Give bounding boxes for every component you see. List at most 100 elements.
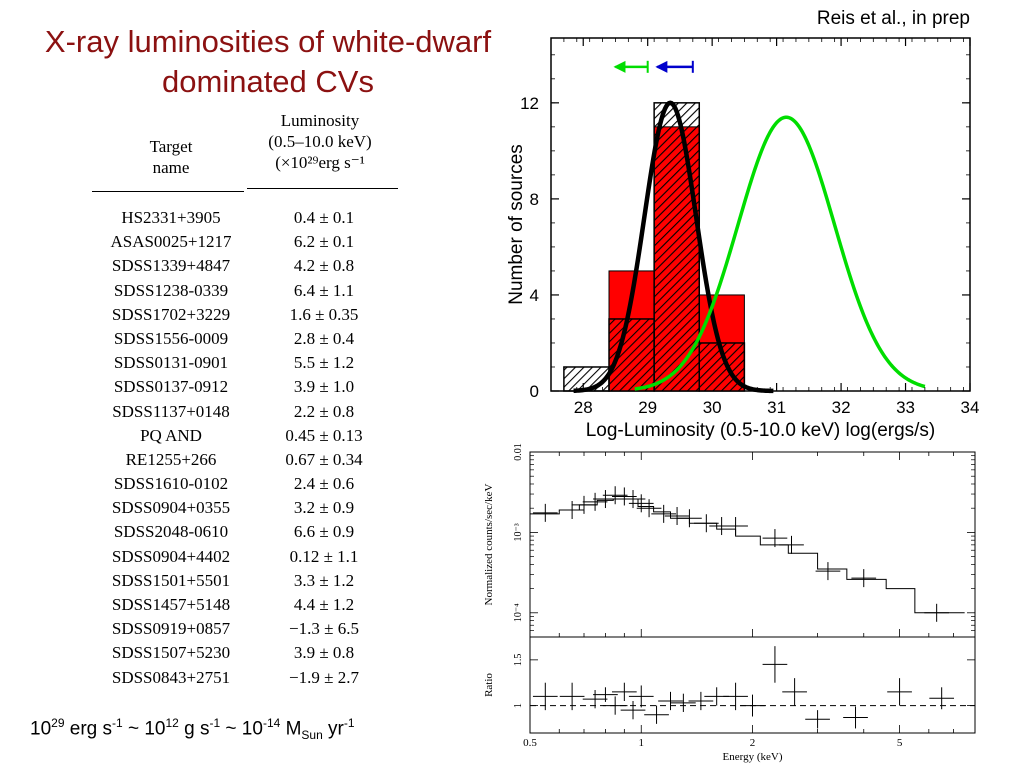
unit-conversion-note: 1029 erg s-1 ~ 1012 g s-1 ~ 10-14 MSun y… [30, 716, 355, 742]
spectrum-x-tick-label: 1 [639, 737, 645, 749]
histogram-bar-hatched [563, 366, 610, 392]
table-row: SDSS1137+0148 2.2 ± 0.8 [92, 400, 398, 424]
target-name-cell: SDSS1457+5148 [111, 595, 231, 614]
table-row: PQ AND 0.45 ± 0.13 [92, 424, 398, 448]
luminosity-value-cell: 1.6 ± 0.35 [289, 304, 359, 324]
spectrum-x-tick-label: 0.5 [523, 737, 537, 749]
note-sup: -1 [112, 716, 123, 730]
target-name-cell: SDSS1339+4847 [111, 256, 231, 276]
y-tick-label: 12 [520, 94, 539, 113]
spectrum-y-axis-label: Normalized counts/sec/keV [483, 484, 495, 606]
header-luminosity: Luminosity (0.5–10.0 keV) (×10²⁹erg s⁻¹ [242, 110, 398, 173]
table-row: SDSS1610-0102 2.4 ± 0.6 [92, 472, 398, 496]
luminosity-value-cell: 4.4 ± 1.2 [293, 595, 355, 614]
x-tick-label: 32 [832, 398, 851, 417]
spectrum-layer: 0.5 1 2 5 10⁻⁴ 10⁻³ 0.01 1 1.5 [513, 443, 976, 749]
x-tick-label: 29 [638, 398, 657, 417]
note-sup: 29 [51, 716, 65, 730]
target-name-cell: SDSS1137+0148 [112, 401, 230, 421]
spectrum-y-tick-label: 10⁻⁴ [513, 603, 524, 622]
table-row: SDSS0904+4402 0.12 ± 1.1 [92, 545, 398, 569]
luminosity-value-cell: 3.9 ± 0.8 [293, 643, 355, 663]
x-tick-label: 28 [574, 398, 593, 417]
spectrum-frame [529, 451, 976, 638]
table-row: SDSS1457+5148 4.4 ± 1.2 [92, 593, 398, 617]
table-row: SDSS1238-0339 6.4 ± 1.1 [92, 279, 398, 303]
target-name-cell: SDSS0919+0857 [111, 619, 231, 639]
table-row: ASAS0025+1217 6.2 ± 0.1 [92, 230, 398, 254]
luminosity-table: Target name Luminosity (0.5–10.0 keV) (×… [92, 108, 398, 690]
x-tick-label: 31 [767, 398, 786, 417]
target-name-cell: SDSS1507+5230 [111, 643, 231, 663]
header-lum-line: (0.5–10.0 keV) [268, 132, 372, 151]
luminosity-value-cell: 6.2 ± 0.1 [293, 232, 355, 252]
luminosity-value-cell: 3.9 ± 1.0 [293, 377, 355, 397]
target-name-cell: SDSS1238-0339 [113, 280, 229, 300]
target-name-cell: SDSS0904+4402 [111, 546, 231, 566]
note-sup: -1 [343, 716, 355, 730]
limit-arrow-head [613, 60, 626, 73]
luminosity-value-cell: 2.2 ± 0.8 [293, 401, 355, 421]
ratio-y-axis-label: Ratio [483, 673, 495, 697]
ratio-y-tick-label: 1.5 [513, 654, 524, 667]
table-row: SDSS0137-0912 3.9 ± 1.0 [92, 375, 398, 399]
title-line-2: dominated CVs [162, 64, 374, 99]
gaussian-fit-black [573, 100, 774, 394]
target-name-cell: ASAS0025+1217 [110, 232, 232, 252]
header-lum-line: Luminosity [280, 111, 360, 130]
spectrum-x-axis-label: Energy (keV) [723, 751, 783, 763]
note-sup: 12 [165, 716, 179, 730]
spectrum-model-line [530, 498, 965, 614]
spectrum-x-tick-label: 5 [897, 737, 903, 749]
header-target-name: Target name [92, 136, 250, 178]
note-part: g s [178, 718, 210, 740]
luminosity-value-cell: 4.2 ± 0.8 [293, 256, 355, 276]
luminosity-value-cell: 0.67 ± 0.34 [285, 449, 363, 469]
luminosity-value-cell: −1.9 ± 2.7 [289, 667, 359, 687]
table-row: SDSS1507+5230 3.9 ± 0.8 [92, 641, 398, 665]
y-tick-label: 4 [530, 286, 539, 305]
x-tick-label: 30 [703, 398, 722, 417]
target-name-cell: SDSS1702+3229 [111, 304, 231, 324]
header-target-line: name [152, 158, 190, 177]
header-rule-left [92, 191, 244, 192]
luminosity-value-cell: 6.4 ± 1.1 [293, 280, 355, 300]
luminosity-value-cell: 2.8 ± 0.4 [293, 328, 355, 348]
citation-text: Reis et al., in prep [816, 8, 970, 29]
title-line-1: X-ray luminosities of white-dwarf [44, 24, 492, 59]
header-target-line: Target [149, 137, 193, 156]
x-tick-label: 33 [896, 398, 915, 417]
target-name-cell: SDSS0131-0901 [113, 353, 229, 373]
note-sub: Sun [301, 728, 323, 743]
target-name-cell: SDSS2048-0610 [113, 522, 229, 542]
table-header: Target name Luminosity (0.5–10.0 keV) (×… [92, 108, 398, 194]
spectrum-x-tick-label: 2 [750, 737, 756, 749]
histogram-y-axis-label: Number of sources [506, 144, 527, 305]
luminosity-value-cell: 5.5 ± 1.2 [293, 353, 355, 373]
table-row: SDSS1556-0009 2.8 ± 0.4 [92, 327, 398, 351]
note-sup: -14 [262, 716, 281, 730]
note-part: 10 [30, 718, 52, 740]
luminosity-value-cell: 3.2 ± 0.9 [293, 498, 355, 518]
target-name-cell: SDSS0137-0912 [113, 377, 229, 397]
target-name-cell: SDSS0843+2751 [111, 667, 231, 687]
target-name-cell: SDSS1610-0102 [113, 474, 229, 494]
table-row: RE1255+266 0.67 ± 0.34 [92, 448, 398, 472]
table-row: SDSS0131-0901 5.5 ± 1.2 [92, 351, 398, 375]
target-name-cell: HS2331+3905 [121, 208, 221, 227]
note-part: M [280, 718, 302, 740]
slide-title: X-ray luminosities of white-dwarf domina… [8, 22, 528, 102]
spectrum-y-tick-label: 10⁻³ [513, 523, 524, 541]
histogram-layer: 28 29 30 31 32 33 34 0 4 8 12 [520, 37, 979, 417]
luminosity-value-cell: 0.12 ± 1.1 [289, 546, 359, 566]
limit-arrow-head [655, 60, 668, 73]
target-name-cell: SDSS1556-0009 [113, 328, 229, 348]
histogram-bar-hatched [653, 102, 701, 392]
target-name-cell: PQ AND [140, 425, 202, 445]
luminosity-value-cell: 6.6 ± 0.9 [293, 522, 355, 542]
table-row: HS2331+3905 0.4 ± 0.1 [92, 206, 398, 230]
table-row: SDSS0904+0355 3.2 ± 0.9 [92, 496, 398, 520]
luminosity-value-cell: 3.3 ± 1.2 [293, 570, 355, 590]
gaussian-fit-green [634, 115, 926, 391]
